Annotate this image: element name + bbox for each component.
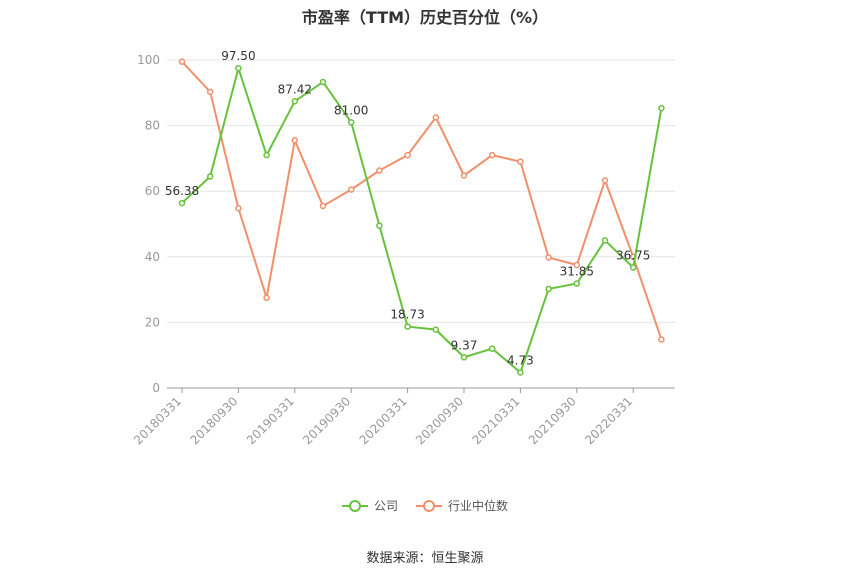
data-point[interactable] bbox=[601, 237, 609, 244]
chart-title: 市盈率（TTM）历史百分位（%） bbox=[301, 8, 549, 27]
data-point[interactable] bbox=[488, 345, 496, 352]
data-point[interactable] bbox=[404, 323, 411, 330]
y-tick-label: 0 bbox=[152, 381, 160, 395]
series-line-0 bbox=[181, 64, 663, 375]
data-label: 4.73 bbox=[507, 353, 534, 367]
grid-lines bbox=[167, 59, 675, 323]
data-point[interactable] bbox=[347, 119, 355, 126]
data-point[interactable] bbox=[601, 177, 609, 184]
x-tick-label: 20210930 bbox=[526, 394, 579, 447]
data-point[interactable] bbox=[178, 199, 186, 207]
x-tick-label: 20190331 bbox=[244, 394, 297, 447]
data-point[interactable] bbox=[460, 172, 468, 179]
data-point[interactable] bbox=[376, 222, 383, 229]
data-point[interactable] bbox=[263, 294, 270, 302]
y-tick-label: 60 bbox=[145, 184, 160, 198]
data-point[interactable] bbox=[206, 88, 214, 96]
x-tick-label: 20210331 bbox=[469, 394, 522, 447]
x-tick-label: 20180930 bbox=[187, 394, 240, 447]
data-point[interactable] bbox=[573, 261, 581, 269]
data-labels: 56.38 97.50 87.42 81.00 18.73 9.37 4.73 31.85 36… bbox=[165, 49, 651, 367]
data-point[interactable] bbox=[291, 137, 299, 144]
data-label: 9.37 bbox=[451, 338, 478, 352]
data-label: 87.42 bbox=[278, 82, 312, 96]
data-point[interactable] bbox=[573, 280, 581, 287]
data-point[interactable] bbox=[517, 158, 524, 165]
data-point[interactable] bbox=[319, 78, 327, 86]
y-tick-label: 40 bbox=[145, 250, 160, 264]
data-point[interactable] bbox=[432, 326, 440, 333]
data-source: 数据来源：恒生聚源 bbox=[366, 551, 484, 566]
legend-swatch-industry-icon bbox=[416, 499, 442, 512]
data-label: 31.85 bbox=[560, 265, 594, 279]
data-point[interactable] bbox=[178, 58, 186, 65]
data-point[interactable] bbox=[460, 354, 468, 361]
data-point[interactable] bbox=[658, 104, 665, 112]
x-tick-label: 20200331 bbox=[357, 394, 410, 447]
data-point[interactable] bbox=[658, 336, 665, 343]
data-label: 18.73 bbox=[390, 308, 424, 322]
data-point[interactable] bbox=[517, 369, 524, 376]
data-point[interactable] bbox=[206, 173, 214, 180]
data-point[interactable] bbox=[235, 205, 242, 212]
data-point[interactable] bbox=[404, 151, 411, 159]
series-line-1 bbox=[181, 60, 663, 340]
data-point[interactable] bbox=[488, 151, 496, 159]
data-point[interactable] bbox=[291, 98, 299, 105]
legend-label-industry-median: 行业中位数 bbox=[448, 499, 509, 513]
legend-label-company: 公司 bbox=[373, 499, 398, 513]
data-label: 56.38 bbox=[165, 184, 199, 198]
data-point[interactable] bbox=[376, 167, 383, 174]
series-layer bbox=[178, 58, 665, 376]
y-tick-label: 80 bbox=[145, 119, 160, 133]
data-point[interactable] bbox=[432, 114, 440, 121]
x-tick-label: 20220331 bbox=[582, 394, 635, 447]
x-tick-label: 20200930 bbox=[413, 394, 466, 447]
x-tick-label: 20180331 bbox=[131, 394, 184, 447]
legend: 公司 行业中位数 bbox=[0, 497, 850, 514]
data-point[interactable] bbox=[545, 254, 552, 261]
data-point[interactable] bbox=[545, 285, 552, 293]
data-point[interactable] bbox=[263, 151, 270, 159]
y-tick-label: 20 bbox=[145, 315, 160, 329]
data-label: 81.00 bbox=[334, 103, 368, 117]
legend-item-company[interactable]: 公司 bbox=[341, 497, 398, 514]
data-point[interactable] bbox=[347, 186, 355, 193]
legend-swatch-company-icon bbox=[341, 499, 368, 512]
data-label: 97.50 bbox=[221, 49, 255, 63]
legend-item-industry-median[interactable]: 行业中位数 bbox=[416, 497, 508, 514]
x-axis: 20180331 20180930 20190331 20190930 20200331… bbox=[131, 387, 675, 447]
data-point[interactable] bbox=[235, 64, 242, 72]
x-tick-label: 20190930 bbox=[300, 394, 353, 447]
y-axis: 0 20 40 60 80 100 bbox=[137, 53, 160, 395]
data-label: 36.75 bbox=[616, 248, 650, 262]
data-point[interactable] bbox=[629, 264, 637, 271]
y-tick-label: 100 bbox=[137, 53, 160, 67]
data-point[interactable] bbox=[319, 202, 327, 210]
